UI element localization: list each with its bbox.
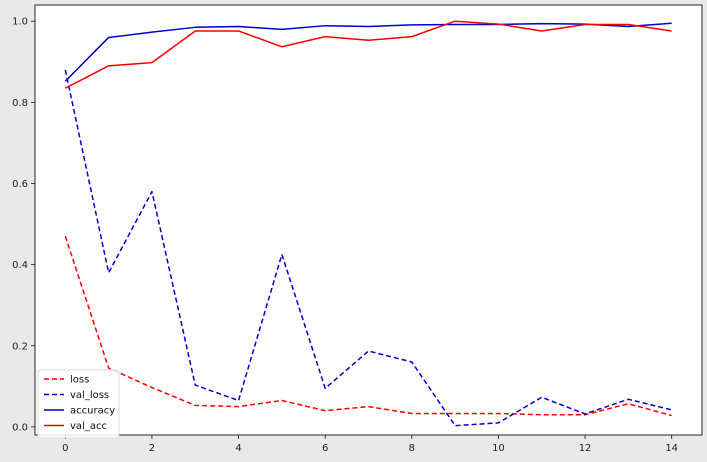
- y-tick-label: 0.6: [12, 179, 28, 190]
- x-tick-label: 10: [492, 443, 505, 454]
- plot-background: [35, 5, 702, 435]
- y-tick-label: 0.8: [12, 98, 28, 109]
- series-line-val-loss: [64, 69, 672, 427]
- x-tick-label: 6: [322, 443, 328, 454]
- legend-box: [37, 369, 120, 439]
- y-tick-label: 1.0: [12, 17, 28, 28]
- y-tick-label: 0.2: [12, 341, 28, 352]
- series-line-val-acc: [64, 20, 672, 89]
- legend-label: val_acc: [70, 421, 107, 432]
- axes: 0 2 4 6 8 10 12 14 0.0 0.2 0.4 0.6 0.8 1.0: [12, 17, 678, 454]
- legend: loss val_loss accuracy val_acc: [37, 369, 120, 439]
- y-tick-label: 0.0: [12, 422, 28, 433]
- legend-label: accuracy: [70, 406, 115, 417]
- plot-frame: [34, 4, 703, 436]
- x-tick-label: 0: [62, 443, 68, 454]
- x-tick-label: 2: [149, 443, 155, 454]
- series-lines: [64, 20, 672, 427]
- legend-label: loss: [70, 375, 89, 386]
- x-tick-label: 12: [579, 443, 592, 454]
- x-tick-label: 4: [235, 443, 241, 454]
- x-tick-label: 8: [409, 443, 415, 454]
- y-tick-label: 0.4: [12, 260, 28, 271]
- series-line-accuracy: [64, 22, 672, 82]
- x-tick-label: 14: [665, 443, 678, 454]
- series-line-loss: [64, 235, 672, 417]
- legend-label: val_loss: [70, 390, 109, 401]
